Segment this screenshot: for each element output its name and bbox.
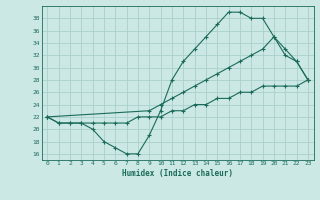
X-axis label: Humidex (Indice chaleur): Humidex (Indice chaleur)	[122, 169, 233, 178]
